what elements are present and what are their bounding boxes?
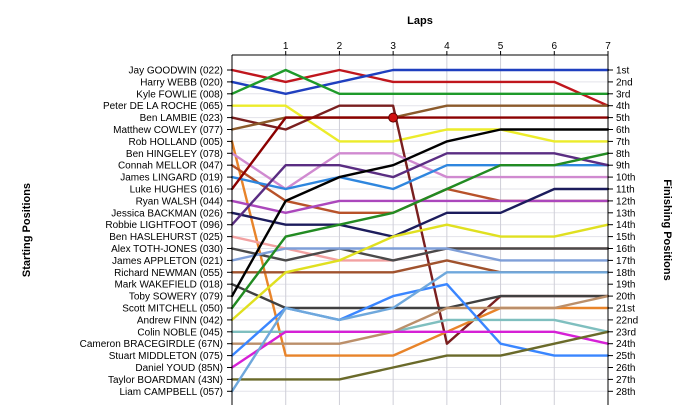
starting-label: Taylor BOARDMAN (43N) — [108, 375, 223, 386]
finishing-label: 14th — [616, 220, 635, 231]
series-line-11 — [230, 116, 610, 191]
series-line-20 — [230, 128, 610, 298]
starting-label: Ben LAMBIE (023) — [140, 113, 223, 124]
finishing-label: 5th — [616, 113, 630, 124]
finishing-label: 23rd — [616, 327, 636, 338]
finishing-label: 3rd — [616, 89, 630, 100]
starting-label: Peter DE LA ROCHE (065) — [103, 101, 223, 112]
finishing-label: 12th — [616, 196, 635, 207]
starting-label: Jessica BACKMAN (026) — [111, 208, 223, 219]
series-line-24 — [230, 294, 610, 345]
series-line-28 — [230, 271, 610, 393]
x-tick-label: 1 — [283, 41, 289, 52]
starting-label: Luke HUGHES (016) — [130, 185, 223, 196]
finishing-label: 16th — [616, 244, 635, 255]
finishing-label: 8th — [616, 149, 630, 160]
finishing-label: 7th — [616, 137, 630, 148]
finishing-label: 4th — [616, 101, 630, 112]
x-tick-label: 5 — [498, 41, 504, 52]
finishing-label: 1st — [616, 66, 630, 77]
finishing-label: 10th — [616, 173, 635, 184]
finishing-label: 26th — [616, 363, 635, 374]
starting-label: Daniel YOUD (85N) — [135, 363, 223, 374]
finishing-label: 21st — [616, 304, 635, 315]
series-line-21 — [230, 152, 610, 310]
finishing-label: 15th — [616, 232, 635, 243]
finishing-label: 19th — [616, 280, 635, 291]
series-line-22 — [230, 223, 610, 322]
finishing-label: 11th — [616, 185, 635, 196]
starting-label: Alex TOTH-JONES (030) — [111, 244, 223, 255]
series-line-4 — [230, 104, 610, 143]
starting-label: Scott MITCHELL (050) — [122, 304, 223, 315]
starting-label: Mark WAKEFIELD (018) — [114, 280, 223, 291]
starting-label: Rob HOLLAND (005) — [129, 137, 223, 148]
starting-label: James APPLETON (021) — [112, 256, 223, 267]
starting-label: Ben HINGELEY (078) — [126, 149, 223, 160]
series-line-19 — [230, 283, 610, 310]
series-line-3 — [230, 68, 610, 96]
series-line-26 — [230, 330, 610, 369]
starting-label: Kyle FOWLIE (008) — [136, 89, 223, 100]
x-tick-label: 6 — [552, 41, 558, 52]
series-line-2 — [230, 68, 610, 96]
x-tick-label: 3 — [390, 41, 396, 52]
finishing-label: 24th — [616, 339, 635, 350]
starting-label: Andrew FINN (042) — [137, 315, 223, 326]
series-line-13 — [230, 187, 610, 238]
incident-marker-group — [388, 112, 399, 123]
starting-label: Connah MELLOR (047) — [118, 161, 223, 172]
starting-label: Matthew COWLEY (077) — [113, 125, 223, 136]
x-tick-label: 2 — [337, 41, 343, 52]
starting-label: Toby SOWERY (079) — [129, 292, 223, 303]
starting-label: Jay GOODWIN (022) — [129, 66, 223, 77]
finishing-position-labels: 1st2nd3rd4th5th6th7th8th9th10th11th12th1… — [608, 66, 638, 398]
finishing-label: 27th — [616, 375, 635, 386]
finishing-label: 22nd — [616, 315, 638, 326]
finishing-label: 2nd — [616, 77, 633, 88]
starting-label: Harry WEBB (020) — [140, 77, 223, 88]
starting-label: Ryan WALSH (044) — [136, 196, 223, 207]
starting-label: Robbie LIGHTFOOT (096) — [105, 220, 223, 231]
finishing-label: 9th — [616, 161, 630, 172]
x-tick-label: 4 — [444, 41, 450, 52]
starting-position-labels: Jay GOODWIN (022)Harry WEBB (020)Kyle FO… — [80, 66, 232, 398]
starting-label: Colin NOBLE (045) — [137, 327, 223, 338]
series-line-1 — [230, 68, 610, 107]
incident-marker — [388, 112, 399, 123]
starting-label: Richard NEWMAN (055) — [114, 268, 223, 279]
series-line-17 — [230, 247, 610, 262]
x-tick-label: 7 — [605, 41, 611, 52]
series-line-14 — [230, 152, 610, 226]
series-lines — [230, 68, 610, 393]
starting-label: Ben HASLEHURST (025) — [109, 232, 223, 243]
finishing-label: 28th — [616, 387, 635, 398]
finishing-label: 20th — [616, 292, 635, 303]
series-line-16 — [230, 247, 610, 262]
left-axis-title: Starting Positions — [21, 183, 33, 277]
finishing-label: 25th — [616, 351, 635, 362]
starting-label: Cameron BRACEGIRDLE (67N) — [80, 339, 223, 350]
series-line-27 — [230, 330, 610, 381]
finishing-label: 6th — [616, 125, 630, 136]
x-tick-labels: 1 2 3 4 5 6 7 — [283, 41, 611, 55]
right-axis-title: Finishing Positions — [661, 179, 673, 280]
finishing-label: 13th — [616, 208, 635, 219]
finishing-label: 17th — [616, 256, 635, 267]
starting-label: James LINGARD (019) — [120, 173, 223, 184]
x-axis-title: Laps — [407, 15, 433, 27]
starting-label: Stuart MIDDLETON (075) — [109, 351, 223, 362]
finishing-label: 18th — [616, 268, 635, 279]
starting-label: Liam CAMPBELL (057) — [119, 387, 223, 398]
